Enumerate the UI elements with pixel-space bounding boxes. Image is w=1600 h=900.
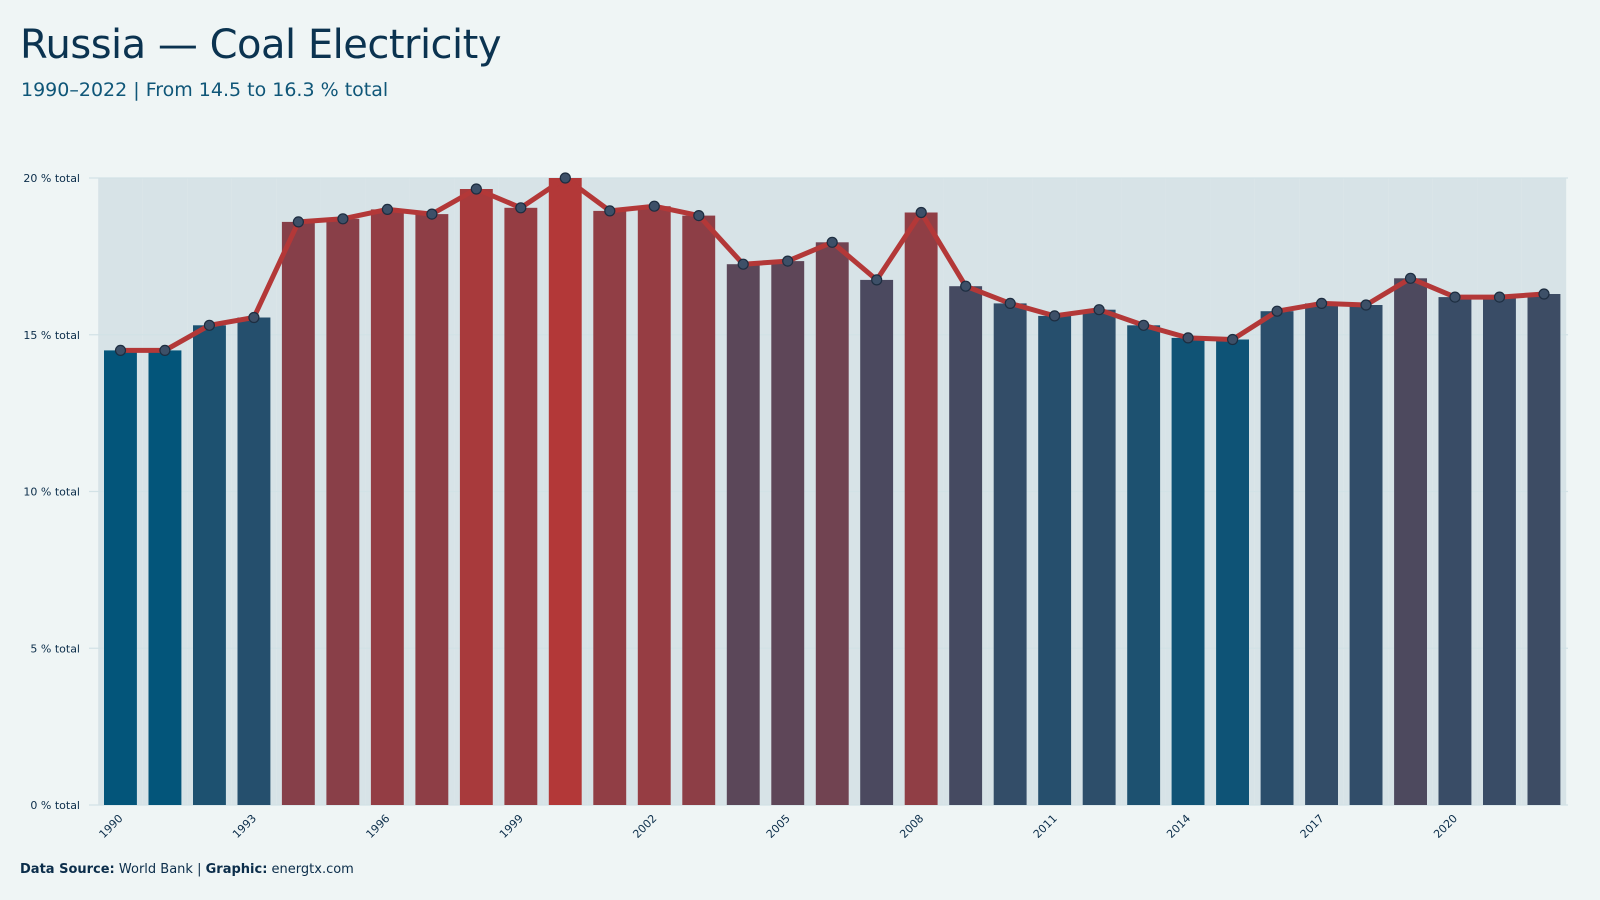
point-1998 xyxy=(470,183,482,195)
point-1995 xyxy=(337,213,349,225)
y-tick-label: 5 % total xyxy=(30,642,80,655)
bar-2018 xyxy=(1349,305,1383,805)
point-2005 xyxy=(782,255,794,267)
bar-2009 xyxy=(949,286,983,805)
point-1996 xyxy=(381,203,393,215)
x-tick-label: 2011 xyxy=(1031,812,1060,841)
x-tick-label: 1996 xyxy=(363,812,392,841)
point-2008 xyxy=(915,206,927,219)
bar-1999 xyxy=(504,207,538,806)
graphic-value: energtx.com xyxy=(271,862,354,877)
point-1992 xyxy=(203,319,215,331)
bar-2001 xyxy=(593,210,627,805)
point-2021 xyxy=(1493,291,1506,303)
point-1990 xyxy=(114,344,127,356)
x-tick-label: 2017 xyxy=(1298,812,1327,841)
bar-2010 xyxy=(993,303,1027,805)
bar-1996 xyxy=(370,209,404,805)
bar-2015 xyxy=(1216,339,1249,805)
points xyxy=(114,172,1550,356)
bars xyxy=(104,178,1561,806)
point-1999 xyxy=(515,202,527,214)
bar-1994 xyxy=(281,221,315,805)
point-2015 xyxy=(1226,333,1239,346)
y-tick-label: 20 % total xyxy=(23,172,80,185)
bar-2013 xyxy=(1127,325,1161,805)
point-2012 xyxy=(1093,304,1105,316)
point-2022 xyxy=(1538,288,1550,300)
x-tick-label: 1993 xyxy=(230,812,259,841)
bar-2008 xyxy=(904,212,938,805)
bar-2022 xyxy=(1527,294,1561,805)
bar-2020 xyxy=(1438,297,1472,805)
x-tick-label: 1999 xyxy=(497,812,526,841)
source-label: Data Source: xyxy=(20,862,115,877)
x-tick-label: 2002 xyxy=(630,812,659,841)
point-2011 xyxy=(1048,310,1061,322)
point-1997 xyxy=(426,208,438,220)
x-tick-labels: 1990 1993 1996 1999 2002 2005 2008 2011 2014 2017… xyxy=(97,812,1461,841)
bar-1997 xyxy=(415,214,449,806)
point-2004 xyxy=(737,258,749,270)
point-2013 xyxy=(1137,319,1150,331)
point-2007 xyxy=(871,274,883,286)
point-2014 xyxy=(1182,332,1194,344)
point-2018 xyxy=(1360,299,1372,311)
x-tick-label: 2008 xyxy=(897,812,926,841)
graphic-label: Graphic: xyxy=(205,862,268,877)
bar-2021 xyxy=(1483,297,1516,805)
point-2009 xyxy=(960,280,972,292)
x-tick-label: 2014 xyxy=(1164,812,1193,841)
point-2006 xyxy=(826,236,838,248)
point-2003 xyxy=(693,210,705,222)
bar-1993 xyxy=(237,317,271,805)
bar-2006 xyxy=(815,242,849,806)
point-2016 xyxy=(1271,305,1283,317)
bar-2012 xyxy=(1082,309,1116,805)
bar-2003 xyxy=(682,215,716,806)
point-1991 xyxy=(159,344,171,356)
bar-2011 xyxy=(1038,315,1072,805)
point-2002 xyxy=(648,200,660,212)
chart-subtitle: 1990–2022 | From 14.5 to 16.3 % total xyxy=(21,79,389,101)
y-tick-labels: 0 % total 5 % total 10 % total 15 % total 20… xyxy=(23,172,80,812)
bar-1992 xyxy=(193,325,226,805)
footer-separator: | xyxy=(197,862,202,877)
y-tick-label: 0 % total xyxy=(30,799,80,812)
y-tick-label: 15 % total xyxy=(23,329,80,342)
chart-title: Russia — Coal Electricity xyxy=(20,22,502,68)
point-2019 xyxy=(1404,272,1417,284)
bar-2002 xyxy=(637,206,671,805)
point-2020 xyxy=(1449,291,1461,303)
point-2017 xyxy=(1315,297,1328,309)
bar-2000 xyxy=(548,178,582,805)
bar-1991 xyxy=(148,350,182,805)
bar-1990 xyxy=(104,350,137,805)
y-tick-label: 10 % total xyxy=(23,486,80,499)
source-value: World Bank xyxy=(118,862,193,877)
bar-2005 xyxy=(771,261,805,806)
bar-1995 xyxy=(326,218,360,806)
point-2001 xyxy=(604,205,616,217)
x-tick-label: 2020 xyxy=(1431,812,1460,841)
chart-footer: Data Source: World Bank | Graphic: energ… xyxy=(20,862,354,877)
bar-2017 xyxy=(1305,303,1338,805)
x-tick-label: 2005 xyxy=(764,812,793,841)
point-1994 xyxy=(292,216,304,228)
point-1993 xyxy=(248,311,260,324)
x-tick-label: 1990 xyxy=(97,812,126,841)
point-2000 xyxy=(559,172,571,184)
bar-2014 xyxy=(1171,337,1205,805)
bar-2007 xyxy=(860,279,894,805)
bar-2016 xyxy=(1260,311,1294,805)
point-2010 xyxy=(1004,297,1016,309)
bar-1998 xyxy=(459,189,493,805)
bar-2004 xyxy=(726,264,760,805)
bar-2019 xyxy=(1394,278,1427,805)
